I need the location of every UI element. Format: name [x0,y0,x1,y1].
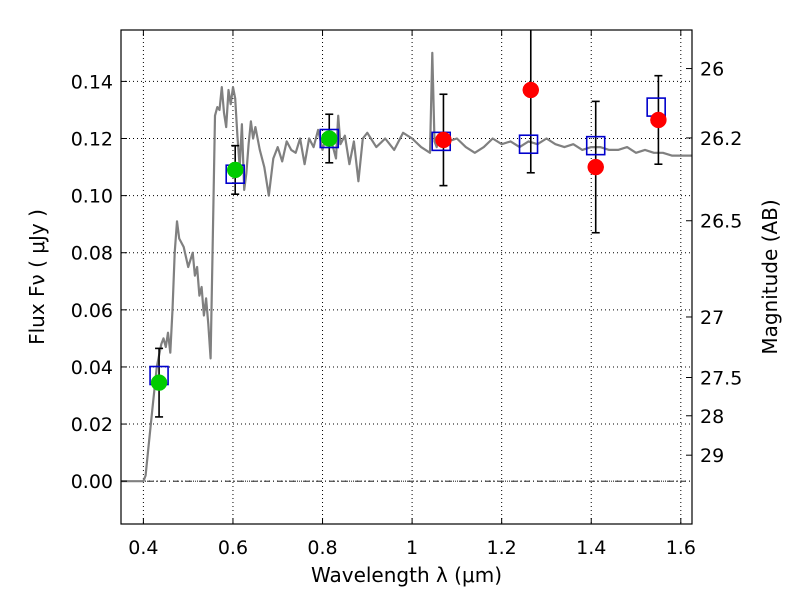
model-spectrum [121,51,692,483]
data-point [435,131,452,149]
x-tick-label: 0.4 [128,537,158,559]
observed-photometry-points [150,81,667,391]
y-tick-label: 0.00 [71,471,113,493]
right-axis-label: Magnitude (AB) [758,199,782,354]
right-tick-label: 26.5 [700,211,742,233]
data-point [150,374,168,391]
x-tick-label: 1 [406,537,418,559]
x-axis-label: Wavelength λ (μm) [311,563,502,587]
tick-labels: 0.4 0.6 0.8 1 1.2 1.4 1.6 0.00 0.02 0.04 0.06 0.08 0… [71,59,743,559]
data-point [320,130,338,147]
x-tick-label: 1.4 [576,537,606,559]
y-axis-label: Flux Fν ( μJy ) [25,209,49,345]
data-point [650,111,667,129]
data-point [587,158,604,176]
right-tick-label: 27 [700,307,724,329]
x-tick-label: 1.6 [666,537,696,559]
axis-ticks [121,30,692,524]
grid-lines [121,30,692,524]
right-tick-label: 26.2 [700,128,742,150]
data-point [226,161,244,179]
x-tick-label: 0.6 [218,537,248,559]
y-tick-label: 0.12 [71,129,113,151]
y-tick-label: 0.04 [71,357,113,379]
model-photometry-square [518,134,539,155]
model-spectrum-line [121,51,692,483]
right-tick-label: 26 [700,59,724,81]
model-photometry-square [585,135,606,156]
x-tick-label: 0.8 [307,537,337,559]
right-tick-label: 27.5 [700,368,742,390]
y-tick-label: 0.10 [71,186,113,208]
model-photometry-squares [149,97,666,386]
model-photometry-square [319,128,340,149]
y-tick-label: 0.08 [71,243,113,265]
data-point [522,81,540,99]
x-tick-label: 1.2 [487,537,517,559]
y-tick-label: 0.14 [71,71,113,93]
y-tick-label: 0.02 [71,414,113,436]
error-bars [155,30,663,418]
right-tick-label: 29 [700,445,724,467]
right-tick-label: 28 [700,406,724,428]
y-tick-label: 0.06 [71,300,113,322]
plot-frame [120,29,693,525]
